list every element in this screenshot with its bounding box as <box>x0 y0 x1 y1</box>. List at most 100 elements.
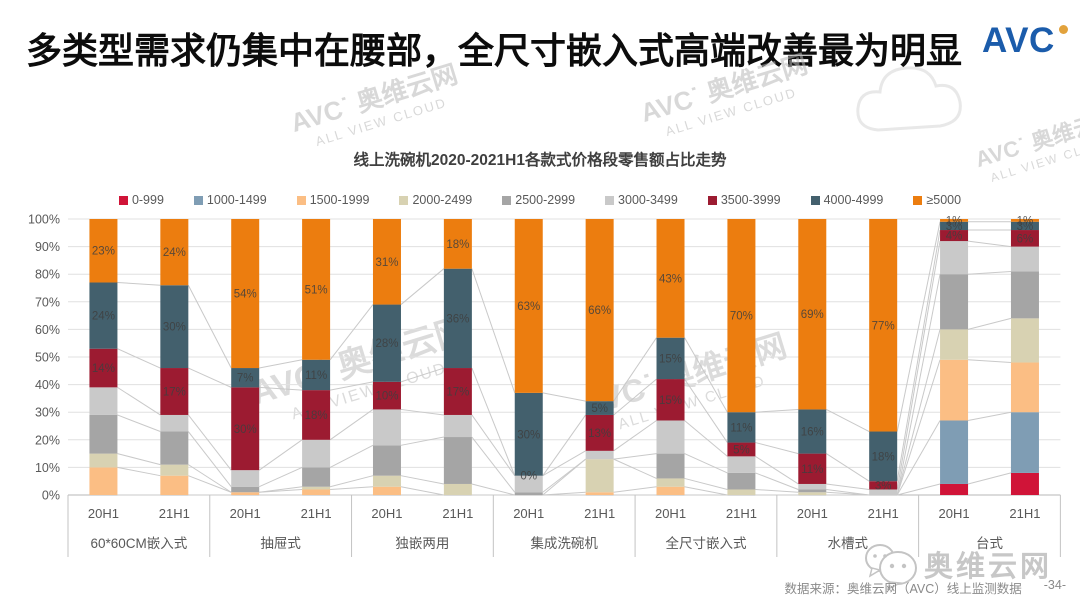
x-axis-period-label: 20H1 <box>797 506 828 521</box>
bar-segment <box>443 368 472 415</box>
bar-segment <box>1010 412 1039 473</box>
bar-segment <box>940 483 969 495</box>
bar-value-label: 54% <box>234 289 257 301</box>
bar-value-label: 18% <box>872 451 895 463</box>
bar-segment <box>372 486 401 495</box>
legend-swatch <box>707 195 717 205</box>
x-axis-period-label: 20H1 <box>513 506 544 521</box>
bar-segment <box>372 304 401 382</box>
bar-segment <box>372 381 401 410</box>
series-connector-line <box>471 268 516 394</box>
y-axis-tick-label: 100% <box>28 213 60 227</box>
x-axis-period-label: 21H1 <box>301 506 332 521</box>
bar-segment <box>89 414 118 454</box>
bar-segment <box>443 219 472 269</box>
y-axis-tick-label: 40% <box>35 378 60 392</box>
bar-segment <box>231 470 260 487</box>
bar-value-label: 66% <box>588 305 611 317</box>
x-axis-period-label: 21H1 <box>1009 506 1040 521</box>
series-connector-line <box>400 475 444 485</box>
watermark-logo-text: 奥维云网 <box>923 551 1052 583</box>
bar-value-label: 18% <box>446 239 469 251</box>
bar-segment <box>798 409 827 454</box>
series-connector-line <box>755 472 799 490</box>
bar-value-label: 13% <box>588 428 611 440</box>
bar-segment <box>302 439 331 468</box>
bar-segment <box>727 456 756 473</box>
bar-segment <box>89 467 118 495</box>
series-connector-line <box>684 378 728 443</box>
x-axis-period-label: 20H1 <box>371 506 402 521</box>
bar-segment <box>372 475 401 487</box>
series-connector-line <box>471 414 516 476</box>
series-connector-line <box>400 486 444 496</box>
y-axis-tick-label: 10% <box>35 461 60 475</box>
series-connector-line <box>826 483 870 490</box>
bar-value-label: 3% <box>1017 221 1034 233</box>
bar-value-label: 43% <box>659 273 682 285</box>
legend-item: 2000-2499 <box>399 193 472 207</box>
bar-segment <box>514 492 543 495</box>
bar-value-label: 69% <box>801 309 824 321</box>
legend-label: 1500-1999 <box>309 193 370 207</box>
bar-segment <box>1010 271 1039 319</box>
series-connector-line <box>684 477 728 490</box>
series-connector-line <box>187 414 232 471</box>
x-axis-period-label: 20H1 <box>88 506 119 521</box>
series-connector-line <box>187 285 232 369</box>
bar-segment <box>940 420 969 484</box>
x-axis-period-label: 21H1 <box>726 506 757 521</box>
bar-segment <box>89 387 118 415</box>
series-connector-line <box>755 455 799 485</box>
bar-value-label: 15% <box>659 395 682 407</box>
legend-label: ≥5000 <box>926 193 962 207</box>
series-connector-line <box>755 408 799 413</box>
bar-segment <box>585 219 614 402</box>
series-connector-line <box>258 439 303 471</box>
bar-segment <box>160 464 189 476</box>
series-connector-line <box>967 240 1012 248</box>
bar-segment <box>869 219 898 432</box>
bar-segment <box>940 221 969 231</box>
bar-value-label: 15% <box>659 353 682 365</box>
series-connector-line <box>896 359 941 496</box>
bar-value-label: 51% <box>305 284 328 296</box>
x-axis-group-label: 抽屉式 <box>260 536 301 551</box>
x-axis-period-label: 20H1 <box>655 506 686 521</box>
bar-segment <box>443 414 472 438</box>
series-connector-line <box>897 483 941 496</box>
series-connector-line <box>400 408 444 416</box>
series-connector-line <box>117 281 161 286</box>
legend-label: 0-999 <box>131 193 164 207</box>
bar-segment <box>231 368 260 388</box>
bar-segment <box>302 489 331 495</box>
y-axis-tick-label: 20% <box>35 433 60 447</box>
series-connector-line <box>117 466 161 477</box>
bar-value-label: 3% <box>875 480 892 492</box>
bar-segment <box>443 268 472 369</box>
legend-swatch <box>810 195 820 205</box>
bar-segment <box>585 401 614 415</box>
bar-segment <box>940 219 969 222</box>
x-axis-period-label: 21H1 <box>159 506 190 521</box>
bar-segment <box>372 219 401 305</box>
series-connector-line <box>259 359 303 369</box>
bar-segment <box>656 379 685 421</box>
bar-segment <box>302 219 331 360</box>
x-axis-period-label: 21H1 <box>584 506 615 521</box>
cloud-watermark-icon <box>856 66 962 132</box>
series-connector-line <box>684 420 728 457</box>
series-connector-line <box>259 486 303 493</box>
bar-segment <box>443 437 472 484</box>
series-connector-line <box>684 337 728 413</box>
legend-item: 0-999 <box>118 193 164 207</box>
series-connector-line <box>258 466 303 488</box>
bar-value-label: 70% <box>730 311 753 323</box>
series-connector-line <box>684 453 728 474</box>
series-connector-line <box>117 414 161 432</box>
series-connector-line <box>896 274 941 496</box>
bar-segment <box>727 489 756 495</box>
series-connector-line <box>187 431 232 488</box>
